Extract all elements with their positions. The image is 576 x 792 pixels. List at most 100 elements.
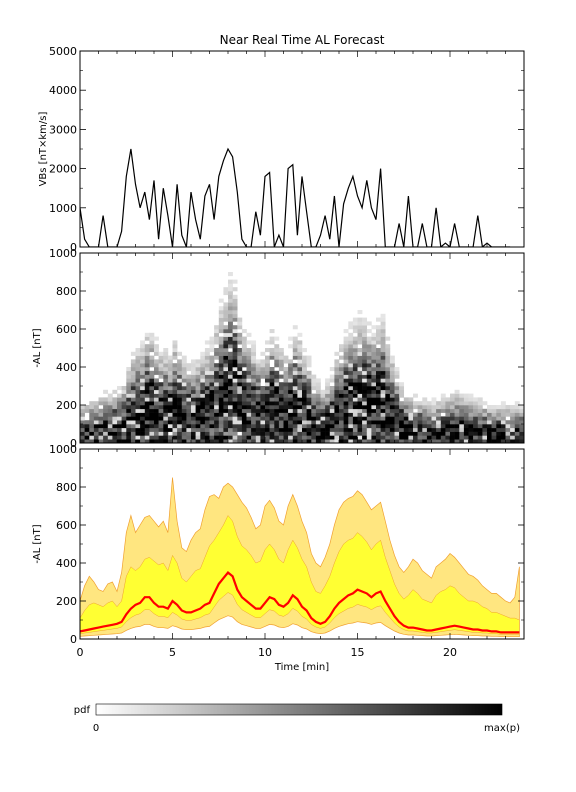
- pdf-cell: [228, 325, 233, 330]
- pdf-cell: [468, 427, 474, 432]
- pdf-cell: [181, 370, 187, 375]
- pdf-cell: [283, 393, 289, 398]
- pdf-cell: [158, 355, 164, 360]
- pdf-cell: [251, 367, 257, 372]
- pdf-cell: [89, 416, 95, 421]
- pdf-cell: [172, 340, 178, 345]
- pdf-cell: [376, 424, 381, 429]
- pdf-cell: [237, 348, 243, 353]
- pdf-cell: [278, 351, 284, 356]
- pdf-cell: [204, 420, 210, 425]
- pdf-cell: [228, 344, 233, 349]
- pdf-cell: [135, 363, 141, 368]
- pdf-cell: [288, 336, 294, 341]
- pdf-cell: [149, 405, 155, 410]
- pdf-cell: [519, 431, 524, 436]
- pdf-cell: [482, 420, 488, 425]
- pdf-cell: [389, 424, 395, 429]
- pdf-cell: [218, 386, 224, 391]
- pdf-cell: [195, 416, 201, 421]
- pdf-cell: [366, 374, 372, 379]
- pdf-cell: [468, 401, 474, 406]
- pdf-cell: [366, 329, 372, 334]
- pdf-cell: [144, 332, 150, 337]
- pdf-cell: [232, 302, 238, 307]
- pdf-cell: [158, 393, 164, 398]
- pdf-cell: [186, 367, 192, 372]
- pdf-cell: [352, 435, 358, 440]
- pdf-cell: [274, 435, 280, 440]
- pdf-cell: [130, 427, 136, 432]
- pdf-cell: [366, 367, 372, 372]
- pdf-cell: [389, 386, 395, 391]
- pdf-cell: [500, 408, 506, 413]
- pdf-cell: [320, 401, 326, 406]
- pdf-cell: [232, 431, 238, 436]
- pdf-cell: [232, 329, 238, 334]
- pdf-cell: [163, 363, 169, 368]
- pdf-cell: [181, 420, 187, 425]
- pdf-cell: [181, 408, 187, 413]
- pdf-cell: [112, 420, 118, 425]
- pdf-cell: [149, 435, 155, 440]
- pdf-cell: [366, 321, 372, 326]
- pdf-cell: [376, 348, 381, 353]
- vbs-series-line: [80, 147, 511, 247]
- pdf-cell: [237, 401, 243, 406]
- pdf-cell: [334, 427, 340, 432]
- pdf-cell: [357, 336, 363, 341]
- pdf-cell: [223, 344, 229, 349]
- pdf-cell: [380, 374, 386, 379]
- pdf-cell: [454, 401, 460, 406]
- pdf-cell: [385, 374, 391, 379]
- pdf-cell: [463, 397, 469, 402]
- pdf-cell: [380, 378, 386, 383]
- pdf-cell: [228, 332, 233, 337]
- pdf-cell: [251, 340, 257, 345]
- pdf-cell: [376, 386, 381, 391]
- pdf-cell: [135, 420, 141, 425]
- pdf-cell: [255, 408, 261, 413]
- pdf-cell: [167, 424, 173, 429]
- pdf-cell: [376, 359, 381, 364]
- pdf-cell: [454, 389, 460, 394]
- pdf-cell: [204, 397, 210, 402]
- pdf-cell: [186, 435, 192, 440]
- pdf-cell: [232, 439, 238, 443]
- pdf-cell: [218, 408, 224, 413]
- pdf-cell: [371, 363, 377, 368]
- pdf-cell: [417, 435, 423, 440]
- pdf-cell: [172, 351, 178, 356]
- pdf-cell: [117, 427, 122, 432]
- pdf-cell: [186, 405, 192, 410]
- pdf-cell: [376, 367, 381, 372]
- pdf-cell: [500, 420, 506, 425]
- pdf-cell: [214, 355, 220, 360]
- pdf-cell: [195, 397, 201, 402]
- pdf-cell: [450, 393, 455, 398]
- pdf-heatmap: [80, 272, 524, 443]
- pdf-cell: [181, 435, 187, 440]
- pdf-cell: [241, 344, 247, 349]
- pdf-cell: [265, 401, 270, 406]
- pdf-cell: [232, 294, 238, 299]
- pdf-cell: [440, 397, 446, 402]
- pdf-cell: [445, 420, 451, 425]
- pdf-cell: [241, 401, 247, 406]
- pdf-cell: [403, 424, 409, 429]
- pdf-cell: [514, 420, 520, 425]
- pdf-cell: [320, 393, 326, 398]
- pdf-cell: [348, 382, 354, 387]
- pdf-cell: [454, 424, 460, 429]
- pdf-cell: [463, 427, 469, 432]
- pdf-cell: [399, 408, 405, 413]
- pdf-cell: [214, 408, 220, 413]
- pdf-cell: [214, 351, 220, 356]
- pdf-cell: [376, 351, 381, 356]
- pdf-cell: [491, 431, 497, 436]
- pdf-cell: [167, 374, 173, 379]
- pdf-cell: [366, 393, 372, 398]
- pdf-cell: [218, 313, 224, 318]
- pdf-cell: [302, 412, 307, 417]
